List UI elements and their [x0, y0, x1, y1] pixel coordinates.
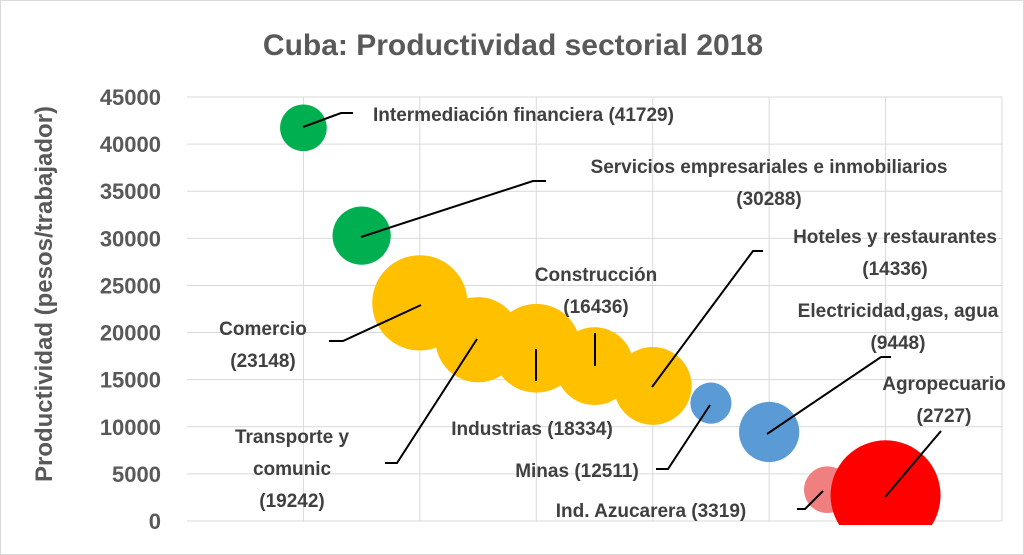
bubble: [830, 440, 941, 525]
y-tick-label: 35000: [100, 179, 161, 204]
leader-line: [884, 430, 942, 498]
y-tick-label: 15000: [100, 368, 161, 393]
y-tick-label: 10000: [100, 415, 161, 440]
data-labels: Intermediación financiera (41729) Servici…: [219, 105, 1006, 522]
data-label: (9448): [871, 333, 926, 354]
data-label: (23148): [230, 351, 296, 372]
data-label: Comercio: [219, 319, 307, 340]
y-tick-label: 25000: [100, 273, 161, 298]
data-label: (14336): [862, 259, 928, 280]
y-tick-label: 30000: [100, 226, 161, 251]
data-label: Servicios empresariales e inmobiliarios: [591, 157, 948, 178]
data-label: Construcción: [535, 265, 657, 286]
bubble: [332, 206, 391, 265]
leader-line: [656, 404, 711, 470]
data-label: Hoteles y restaurantes: [793, 227, 997, 248]
leader-line: [651, 250, 763, 388]
y-tick-labels: 0 5000 10000 15000 20000 25000 30000 35000 40000…: [100, 85, 161, 534]
data-label: Agropecuario: [882, 374, 1006, 395]
leader-line: [302, 112, 353, 128]
y-axis-label: Productividad (pesos/trabajador): [31, 106, 58, 482]
leader-line: [797, 490, 824, 510]
leader-line: [385, 338, 478, 464]
data-label: Transporte y: [235, 427, 349, 448]
data-label: (16436): [563, 297, 629, 318]
y-tick-label: 20000: [100, 321, 161, 346]
data-label: (30288): [736, 189, 802, 210]
y-tick-label: 45000: [100, 85, 161, 110]
y-tick-label: 5000: [112, 462, 161, 487]
data-label: (2727): [917, 406, 972, 427]
data-label: Intermediación financiera (41729): [373, 105, 674, 126]
y-tick-label: 40000: [100, 132, 161, 157]
leader-line: [329, 304, 422, 342]
data-label: Electricidad,gas, agua: [798, 301, 999, 322]
leader-line: [766, 356, 891, 435]
data-label: Ind. Azucarera (3319): [556, 501, 746, 522]
leader-line: [360, 180, 546, 238]
chart-title: Cuba: Productividad sectorial 2018: [263, 29, 763, 62]
data-label: comunic: [253, 459, 332, 480]
data-label: Industrias (18334): [451, 419, 613, 440]
leader-lines: [302, 112, 942, 510]
data-label: Minas (12511): [515, 461, 639, 482]
y-tick-label: 0: [149, 509, 161, 534]
bubble: [690, 382, 732, 424]
data-label: (19242): [259, 491, 325, 512]
